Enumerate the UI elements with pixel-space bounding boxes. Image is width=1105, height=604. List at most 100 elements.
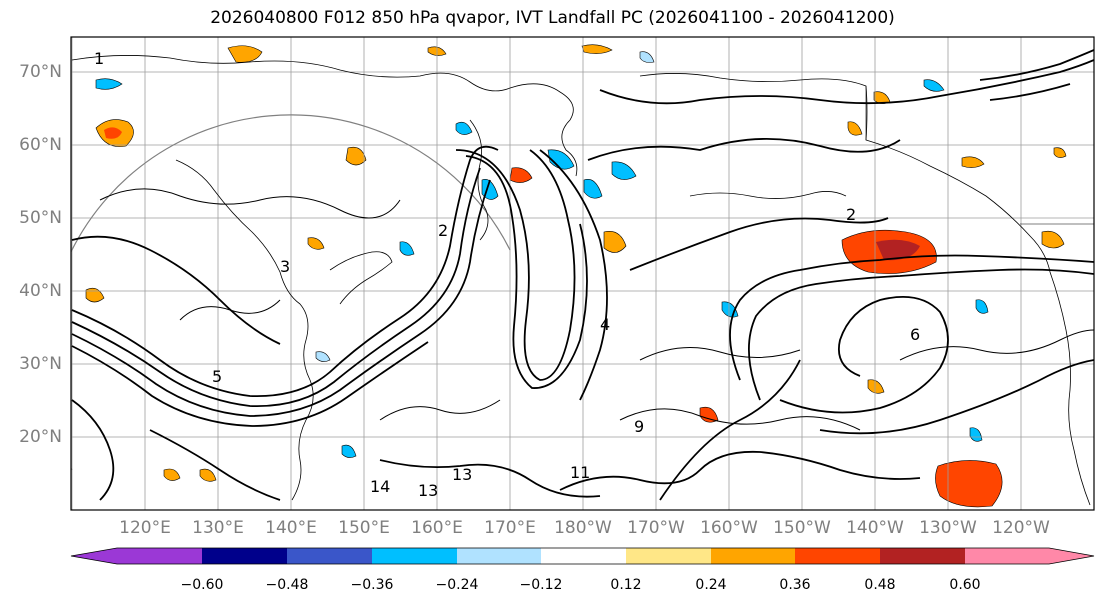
shade-positive — [699, 406, 719, 423]
contour-line — [819, 359, 1094, 435]
colorbar-label: −0.60 — [180, 577, 224, 593]
contour-line — [599, 59, 1094, 105]
lat-label-20n: 20°N — [19, 427, 62, 447]
shade-negative — [583, 179, 603, 199]
shade-negative — [923, 79, 945, 92]
coastlines — [71, 55, 1094, 506]
colorbar-swatch — [1049, 548, 1094, 564]
map-title: 2026040800 F012 850 hPa qvapor, IVT Land… — [210, 8, 895, 28]
landfall-region-circle — [71, 114, 511, 471]
shade-positive — [935, 460, 1003, 508]
shade-positive — [85, 287, 105, 303]
lat-label-50n: 50°N — [19, 208, 62, 228]
shade-positive — [227, 45, 263, 63]
colorbar-label: −0.36 — [350, 577, 394, 593]
lat-label-40n: 40°N — [19, 281, 62, 301]
lon-label-130w: 130°W — [919, 518, 977, 538]
contour-label: 4 — [600, 315, 610, 334]
lon-label-170e: 170°E — [484, 518, 536, 538]
contour-label: 14 — [370, 477, 390, 496]
colorbar-label: −0.48 — [265, 577, 309, 593]
shading-layer — [85, 44, 1067, 508]
contour-label: 9 — [634, 417, 644, 436]
shade-negative — [611, 161, 637, 180]
contour-line — [149, 429, 281, 501]
lon-label-160e: 160°E — [411, 518, 463, 538]
contour-line — [455, 149, 576, 381]
contour-line — [729, 254, 1094, 381]
coastline-japan — [329, 251, 393, 305]
contour-line — [71, 145, 499, 398]
shade-negative — [969, 427, 983, 442]
shade-negative — [547, 149, 575, 170]
coastline-kamchatka — [469, 119, 489, 241]
colorbar-swatch — [541, 548, 626, 564]
lon-label-150w: 150°W — [773, 518, 831, 538]
contour-label: 3 — [280, 257, 290, 276]
shade-positive-core — [104, 127, 122, 139]
contour-line — [979, 49, 1094, 81]
shade-negative — [95, 78, 123, 90]
lon-label-140w: 140°W — [846, 518, 904, 538]
coastline-siberia — [71, 55, 578, 177]
shade-positive — [581, 44, 613, 54]
colorbar-label: 0.24 — [695, 577, 727, 593]
colorbar — [70, 547, 1095, 565]
shade-negative — [315, 351, 331, 362]
colorbar-swatch — [457, 548, 541, 564]
colorbar-label: −0.24 — [435, 577, 479, 593]
shade-negative — [341, 444, 357, 458]
contour-line — [71, 341, 429, 427]
coastline-asia-east — [175, 159, 314, 501]
contour-line — [899, 329, 1094, 361]
lat-label-70n: 70°N — [19, 62, 62, 82]
contour-line — [379, 459, 601, 498]
colorbar-outline — [70, 547, 1095, 565]
contour-label: 2 — [438, 221, 448, 240]
lon-label-140e: 140°E — [265, 518, 317, 538]
contour-label: 11 — [570, 463, 590, 482]
lon-label-150e: 150°E — [338, 518, 390, 538]
contour-line — [779, 295, 949, 414]
colorbar-label: 0.36 — [779, 577, 811, 593]
contour-line — [379, 399, 501, 421]
colorbar-swatch — [711, 548, 795, 564]
lon-label-180w: 180°W — [554, 518, 612, 538]
gridlines — [71, 37, 1094, 510]
colorbar-swatch — [117, 548, 202, 564]
colorbar-swatch — [795, 548, 880, 564]
contour-label: 6 — [910, 325, 920, 344]
shade-positive — [199, 468, 217, 482]
shade-positive — [603, 231, 627, 253]
contour-line — [748, 268, 1094, 401]
shade-negative — [455, 121, 473, 135]
contour-line — [465, 155, 588, 389]
colorbar-swatch — [202, 548, 287, 564]
colorbar-swatch — [372, 548, 457, 564]
colorbar-label: 0.60 — [949, 577, 981, 593]
shade-positive — [509, 167, 533, 183]
lon-label-160w: 160°W — [700, 518, 758, 538]
contour-line — [71, 235, 281, 345]
contour-labels: 1 2 2 3 4 5 6 9 11 13 13 14 — [94, 49, 920, 500]
map-area: 1 2 2 3 4 5 6 9 11 13 13 14 — [71, 37, 1094, 510]
contour-label: 13 — [418, 481, 438, 500]
shade-negative — [399, 241, 415, 256]
lon-label-120w: 120°W — [992, 518, 1050, 538]
lat-label-30n: 30°N — [19, 354, 62, 374]
contour-label: 1 — [94, 49, 104, 68]
lon-label-120e: 120°E — [119, 518, 171, 538]
contour-line — [587, 138, 901, 161]
contour-line — [99, 188, 401, 219]
map-frame — [70, 36, 1095, 511]
contour-line — [629, 217, 889, 271]
shade-positive — [307, 237, 325, 250]
contour-line — [989, 83, 1071, 101]
colorbar-label: 0.12 — [610, 577, 642, 593]
contour-label: 13 — [452, 465, 472, 484]
colorbar-label: −0.12 — [519, 577, 563, 593]
contour-label: 2 — [846, 205, 856, 224]
shade-positive — [163, 468, 181, 481]
shade-positive — [1053, 147, 1067, 158]
